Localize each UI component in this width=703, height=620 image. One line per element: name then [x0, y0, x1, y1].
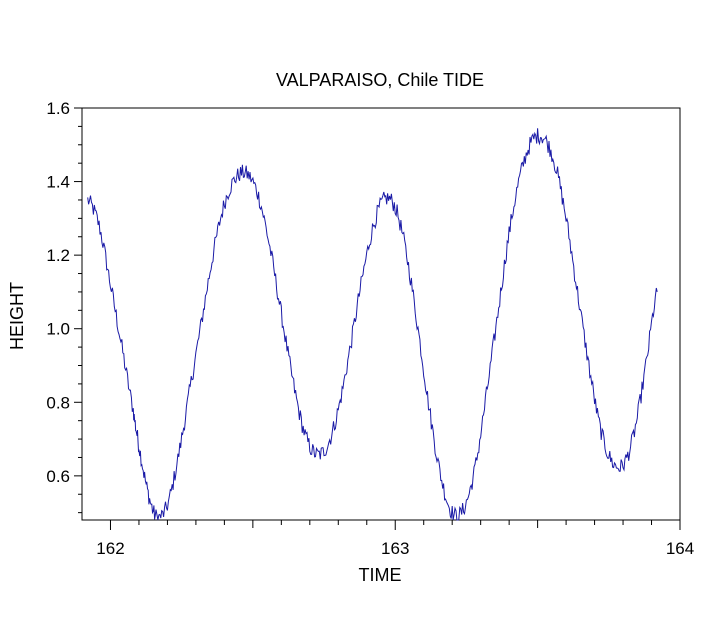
x-tick-label: 162 — [96, 539, 124, 558]
y-tick-label: 1.4 — [46, 173, 70, 192]
y-tick-label: 0.6 — [46, 467, 70, 486]
x-tick-label: 163 — [381, 539, 409, 558]
plot-border — [81, 107, 681, 521]
plot-frame — [81, 107, 681, 521]
y-tick-label: 1.2 — [46, 246, 70, 265]
chart-title: VALPARAISO, Chile TIDE — [276, 70, 484, 90]
x-axis-label: TIME — [359, 565, 402, 585]
x-tick-label: 164 — [666, 539, 694, 558]
y-axis: 0.6 0.8 1.0 1.2 1.4 1.6 — [46, 99, 82, 514]
y-tick-label: 1.0 — [46, 320, 70, 339]
y-axis-label: HEIGHT — [7, 282, 27, 350]
series-line — [87, 128, 658, 521]
y-tick-label: 1.6 — [46, 99, 70, 118]
x-axis: 162 163 164 — [96, 520, 694, 558]
y-tick-label: 0.8 — [46, 393, 70, 412]
series-layer — [87, 128, 658, 521]
